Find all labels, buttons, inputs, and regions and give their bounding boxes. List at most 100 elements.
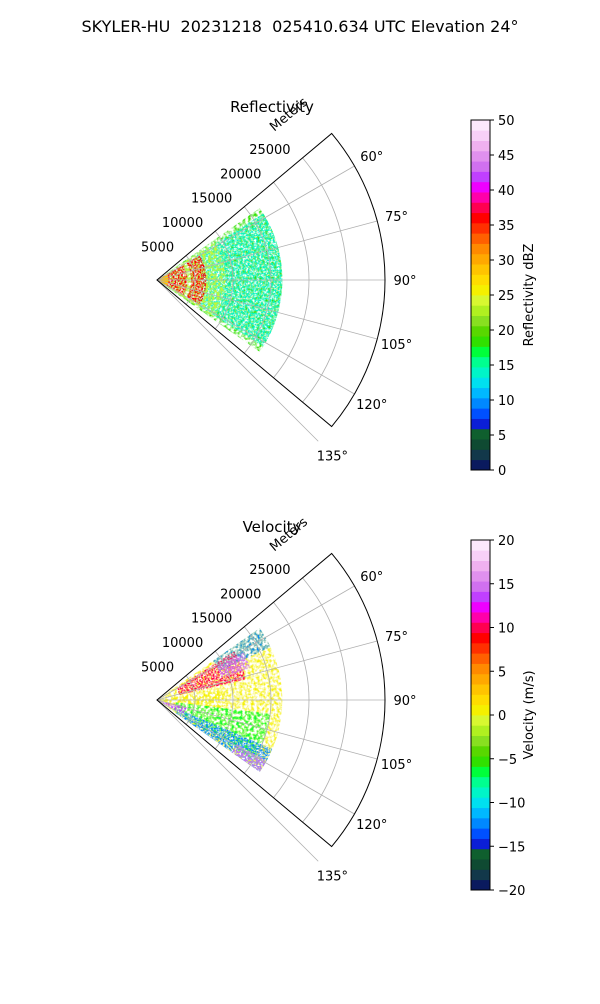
colorbar-segment xyxy=(471,735,490,747)
azimuth-spoke xyxy=(156,279,355,395)
radial-tick-label: 15000 xyxy=(191,192,232,207)
colorbar-segment xyxy=(471,181,490,193)
colorbar-segment xyxy=(471,449,490,461)
azimuth-spoke xyxy=(156,220,378,281)
colorbar-tick-label: −5 xyxy=(498,753,517,768)
colorbar-segment xyxy=(471,879,490,891)
colorbar-segment xyxy=(471,694,490,706)
colorbar-tick-label: −20 xyxy=(498,884,525,899)
colorbar-tick-label: 20 xyxy=(498,534,515,549)
panel-title: Velocity xyxy=(243,518,302,536)
colorbar-tick-label: 15 xyxy=(498,359,515,374)
azimuth-spoke xyxy=(156,699,378,760)
colorbar-segment xyxy=(471,243,490,255)
azimuth-tick-label: 135° xyxy=(317,449,348,464)
colorbar: −20 −15 −10 −5 0 5 10 15 20 Velocity (m/s) xyxy=(470,534,537,899)
colorbar-segment xyxy=(471,591,490,603)
colorbar-tick-label: −10 xyxy=(498,797,525,812)
azimuth-spoke xyxy=(156,640,378,701)
colorbar-segment xyxy=(471,336,490,347)
colorbar-tick-label: 50 xyxy=(498,114,515,129)
polar-frame xyxy=(156,552,386,848)
colorbar-segment xyxy=(471,797,490,809)
velocity-north-fringe xyxy=(216,652,251,678)
colorbar-segment xyxy=(471,653,490,664)
colorbar-segment xyxy=(471,325,490,337)
azimuth-tick-label: 120° xyxy=(356,818,387,833)
colorbar-segment xyxy=(471,807,490,819)
colorbar-segment xyxy=(471,212,490,224)
colorbar-tick-label: 35 xyxy=(498,219,515,234)
colorbar-segment xyxy=(471,305,490,316)
colorbar-tick-label: 25 xyxy=(498,289,515,304)
colorbar-segment xyxy=(471,715,490,726)
colorbar-segment xyxy=(471,171,490,183)
colorbar-tick-label: 10 xyxy=(498,622,515,637)
radial-tick-label: 10000 xyxy=(162,216,203,231)
colorbar-tick-label: 5 xyxy=(498,665,506,680)
colorbar-segment xyxy=(471,756,490,767)
colorbar-segment xyxy=(471,377,490,389)
panel-title: Reflectivity xyxy=(230,98,314,116)
colorbar-tick-label: 20 xyxy=(498,324,515,339)
colorbar-segment xyxy=(471,120,490,131)
figure-title: SKYLER-HU 20231218 025410.634 UTC Elevat… xyxy=(82,17,519,36)
azimuth-tick-label: 90° xyxy=(393,274,416,289)
polar-panel-velocity: Velocity500010000150002000025000Meters60… xyxy=(141,515,537,899)
azimuth-tick-label: 60° xyxy=(360,570,383,585)
colorbar-segment xyxy=(471,838,490,850)
azimuth-spoke xyxy=(156,279,319,442)
radial-tick-label: 5000 xyxy=(141,661,174,676)
colorbar-segment xyxy=(471,560,490,572)
colorbar-segment xyxy=(471,817,490,829)
colorbar-segment xyxy=(471,704,490,716)
radial-tick-label: 20000 xyxy=(220,167,261,182)
colorbar-segment xyxy=(471,787,490,798)
colorbar-segment xyxy=(471,684,490,695)
colorbar-segment xyxy=(471,161,490,172)
colorbar-segment xyxy=(471,725,490,736)
polar-panel-reflectivity: Reflectivity500010000150002000025000Mete… xyxy=(141,95,537,479)
colorbar-segment xyxy=(471,612,490,623)
colorbar-label: Reflectivity dBZ xyxy=(522,244,537,347)
colorbar-segment xyxy=(471,663,490,675)
colorbar-segment xyxy=(471,570,490,582)
azimuth-tick-label: 60° xyxy=(360,150,383,165)
colorbar-segment xyxy=(471,776,490,788)
colorbar-segment xyxy=(471,869,490,881)
colorbar-segment xyxy=(471,387,490,399)
azimuth-tick-label: 105° xyxy=(381,338,412,353)
colorbar-segment xyxy=(471,859,490,870)
radial-tick-label: 25000 xyxy=(249,143,290,158)
azimuth-tick-label: 75° xyxy=(385,210,408,225)
colorbar-tick-label: 45 xyxy=(498,149,515,164)
colorbar-segment xyxy=(471,295,490,306)
colorbar: 0 5 10 15 20 25 30 35 40 45 50 Reflectivity dBZ xyxy=(470,114,537,479)
velocity-south-fringe xyxy=(231,744,267,772)
colorbar-segment xyxy=(471,408,490,419)
colorbar-segment xyxy=(471,233,490,244)
colorbar-tick-label: 30 xyxy=(498,254,515,269)
colorbar-segment xyxy=(471,622,490,634)
colorbar-segment xyxy=(471,439,490,450)
colorbar-segment xyxy=(471,550,490,561)
colorbar-segment xyxy=(471,632,490,644)
colorbar-segment xyxy=(471,130,490,141)
azimuth-tick-label: 90° xyxy=(393,694,416,709)
colorbar-tick-label: 0 xyxy=(498,709,506,724)
colorbar-segment xyxy=(471,315,490,327)
azimuth-spoke xyxy=(156,279,378,340)
polar-grid xyxy=(156,577,385,862)
azimuth-spoke xyxy=(156,699,355,815)
colorbar-segment xyxy=(471,745,490,757)
colorbar-tick-label: 10 xyxy=(498,394,515,409)
radial-tick-label: 25000 xyxy=(249,563,290,578)
colorbar-segment xyxy=(471,222,490,234)
azimuth-spoke xyxy=(156,699,319,862)
colorbar-segment xyxy=(471,356,490,368)
radial-tick-label: 5000 xyxy=(141,241,174,256)
colorbar-segment xyxy=(471,150,490,162)
colorbar-segment xyxy=(471,264,490,275)
colorbar-segment xyxy=(471,202,490,214)
